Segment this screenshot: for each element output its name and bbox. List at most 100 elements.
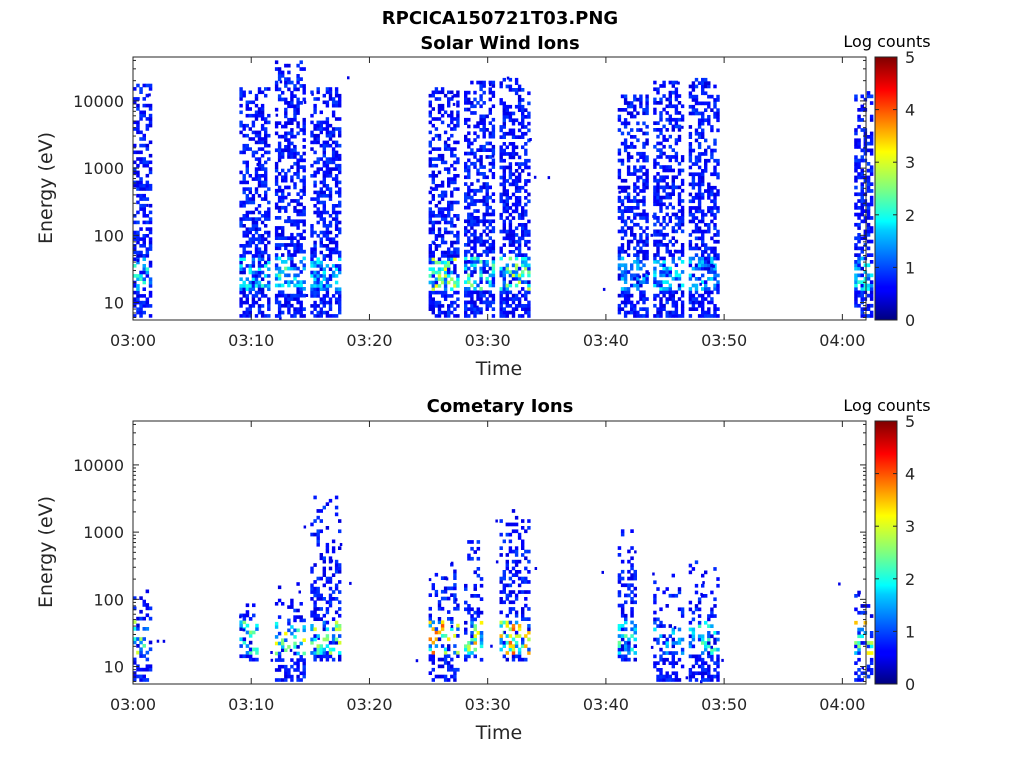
spectrogram-cell: [665, 232, 669, 237]
spectrogram-cell: [656, 185, 660, 190]
spectrogram-cell: [710, 634, 714, 639]
spectrogram-cell: [245, 234, 249, 238]
spectrogram-cell: [260, 127, 265, 131]
spectrogram-cell: [431, 230, 435, 235]
spectrogram-cell: [470, 253, 474, 257]
spectrogram-cell: [639, 216, 643, 220]
spectrogram-cell: [148, 183, 153, 188]
spectrogram-cell: [274, 226, 279, 230]
spectrogram-cell: [680, 607, 685, 612]
spectrogram-cell: [313, 210, 317, 215]
spectrogram-cell: [642, 172, 646, 176]
spectrogram-cell: [317, 636, 320, 640]
spectrogram-cell: [633, 104, 637, 109]
spectrogram-cell: [691, 216, 696, 220]
spectrogram-cell: [697, 131, 702, 136]
spectrogram-cell: [514, 277, 519, 281]
spectrogram-cell: [316, 576, 320, 581]
spectrogram-cell: [668, 144, 672, 149]
spectrogram-cell: [302, 651, 306, 656]
spectrogram-cell: [524, 310, 528, 315]
spectrogram-cell: [633, 253, 637, 257]
spectrogram-cell: [293, 668, 297, 672]
spectrogram-cell: [260, 310, 265, 315]
spectrogram-cell: [290, 155, 294, 159]
spectrogram-cell: [701, 179, 705, 183]
spectrogram-cell: [447, 314, 451, 318]
spectrogram-cell: [470, 216, 474, 220]
spectrogram-cell: [310, 224, 314, 228]
spectrogram-cell: [626, 151, 631, 156]
spectrogram-cell: [854, 297, 858, 301]
spectrogram-cell: [863, 641, 868, 645]
spectrogram-cell: [479, 117, 483, 122]
spectrogram-cell: [636, 314, 640, 318]
spectrogram-cell: [854, 97, 858, 102]
spectrogram-cell: [517, 297, 522, 301]
spectrogram-cell: [464, 290, 468, 295]
spectrogram-cell: [464, 226, 468, 230]
spectrogram-cell: [296, 658, 300, 662]
spectrogram-cell: [299, 287, 303, 291]
spectrogram-cell: [633, 236, 637, 241]
spectrogram-cell: [145, 103, 150, 108]
spectrogram-cell: [707, 664, 711, 669]
spectrogram-cell: [697, 597, 702, 602]
spectrogram-cell: [302, 192, 306, 196]
spectrogram-cell: [674, 303, 679, 308]
spectrogram-cell: [274, 625, 279, 629]
spectrogram-cell: [642, 151, 646, 156]
spectrogram-cell: [313, 103, 317, 108]
spectrogram-cell: [511, 647, 516, 652]
spectrogram-cell: [642, 314, 646, 318]
spectrogram-cell: [281, 148, 285, 153]
spectrogram-cell: [479, 87, 483, 92]
spectrogram-cell: [671, 644, 675, 649]
spectrogram-cell: [473, 550, 477, 554]
spectrogram-cell: [284, 148, 288, 153]
spectrogram-cell: [860, 266, 864, 271]
spectrogram-cell: [860, 219, 864, 224]
spectrogram-cell: [863, 287, 868, 291]
spectrogram-cell: [633, 657, 637, 662]
spectrogram-cell: [508, 104, 513, 109]
spectrogram-cell: [653, 185, 657, 190]
spectrogram-cell: [508, 229, 513, 234]
spectrogram-cell: [707, 115, 711, 119]
spectrogram-cell: [338, 651, 342, 655]
spectrogram-cell: [299, 293, 303, 298]
spectrogram-cell: [316, 539, 320, 544]
spectrogram-cell: [281, 243, 285, 247]
spectrogram-cell: [316, 264, 320, 268]
spectrogram-cell: [707, 206, 711, 210]
spectrogram-cell: [338, 600, 342, 605]
spectrogram-cell: [290, 293, 294, 298]
spectrogram-cell: [245, 197, 249, 201]
spectrogram-cell: [316, 607, 320, 611]
spectrogram-cell: [680, 209, 685, 213]
spectrogram-cell: [527, 263, 531, 268]
spectrogram-cell: [456, 274, 460, 278]
solar-wind-spectrogram-cells: [133, 60, 874, 320]
spectrogram-cell: [296, 165, 300, 169]
spectrogram-cell: [296, 293, 300, 298]
spectrogram-cell: [245, 300, 249, 305]
spectrogram-cell: [284, 84, 288, 88]
spectrogram-cell: [148, 314, 153, 318]
spectrogram-cell: [338, 100, 342, 105]
spectrogram-cell: [707, 81, 711, 85]
spectrogram-cell: [145, 227, 150, 231]
spectrogram-cell: [639, 165, 643, 170]
spectrogram-cell: [257, 234, 262, 238]
spectrogram-cell: [511, 202, 516, 207]
spectrogram-cell: [665, 249, 669, 254]
spectrogram-cell: [514, 630, 519, 635]
spectrogram-cell: [281, 188, 285, 193]
spectrogram-cell: [328, 130, 333, 135]
spectrogram-cell: [491, 175, 496, 180]
spectrogram-cell: [296, 222, 300, 227]
spectrogram-cell: [668, 290, 672, 295]
spectrogram-cell: [464, 300, 468, 305]
spectrogram-cell: [296, 582, 300, 586]
spectrogram-cell: [691, 297, 696, 301]
